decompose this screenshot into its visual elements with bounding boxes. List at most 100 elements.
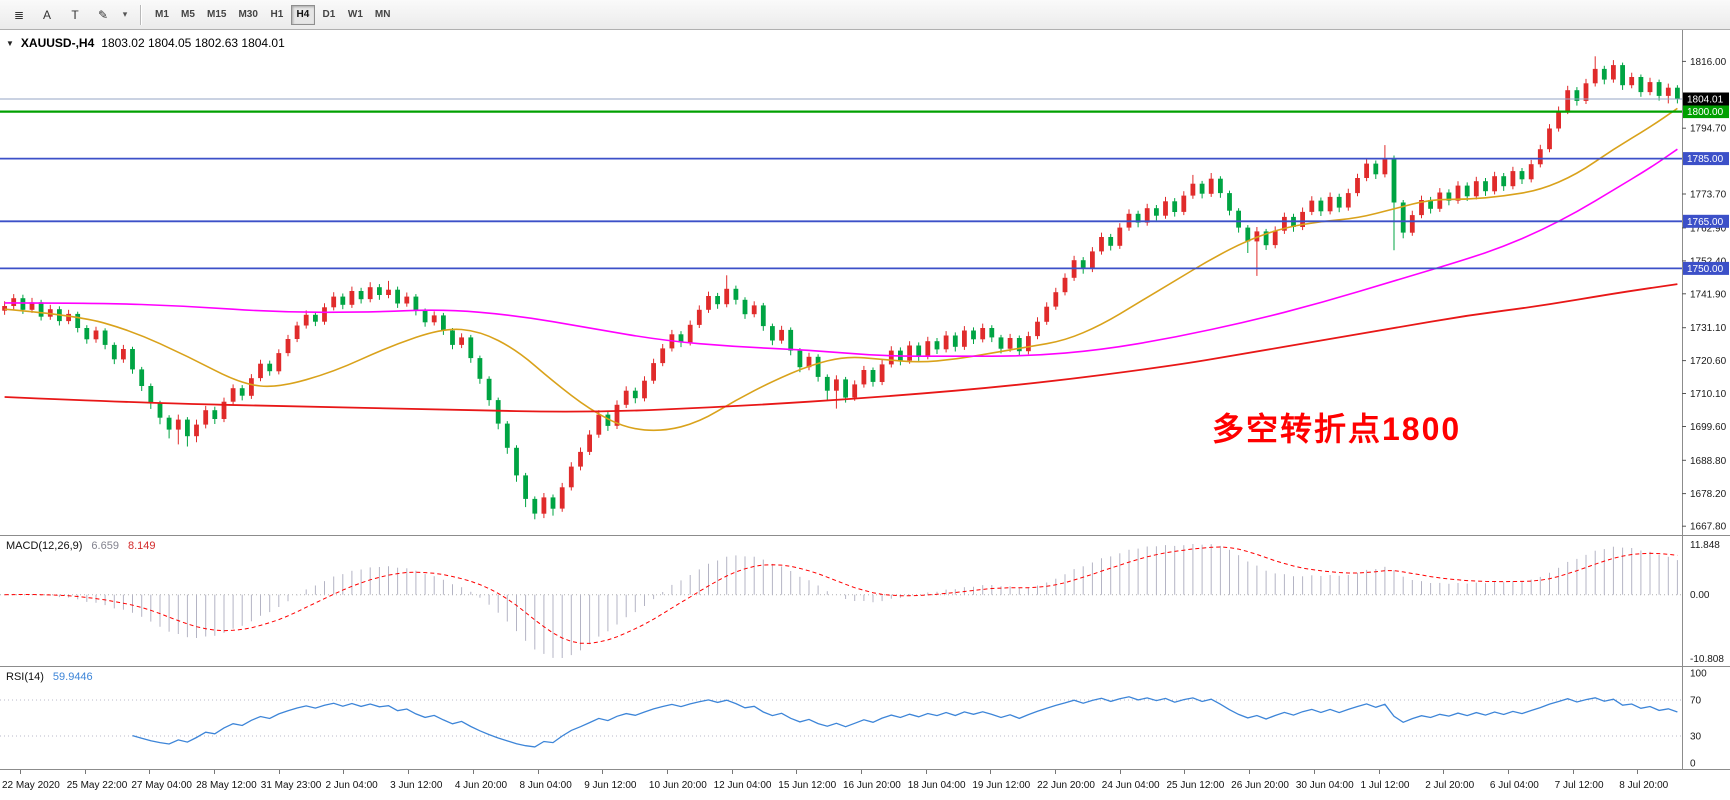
candle-down	[742, 299, 748, 315]
candle-down	[916, 345, 922, 357]
candle-up	[322, 307, 327, 322]
candle-up	[1117, 227, 1123, 246]
price-chart[interactable]: 1816.001794.701773.701762.901752.401741.…	[0, 30, 1730, 535]
candle-down	[1675, 87, 1680, 99]
candle-up	[623, 390, 629, 405]
ma-mid-line	[4, 148, 1678, 358]
timeframe-button-m1[interactable]: M1	[155, 9, 169, 20]
candle-down	[75, 313, 81, 328]
x-axis-tick	[408, 770, 410, 774]
macd-plot-area[interactable]	[0, 536, 1682, 666]
candle-down	[1318, 200, 1324, 212]
timeframe-button-m15[interactable]: M15	[207, 9, 227, 20]
x-axis-tick	[1055, 770, 1057, 774]
x-axis-label: 22 May 2020	[2, 780, 60, 791]
candle-down	[952, 335, 958, 347]
candle-up	[1026, 336, 1031, 352]
y-axis-label: 1816.00	[1690, 57, 1727, 68]
candle-up	[962, 330, 967, 347]
macd-panel[interactable]: 11.848 0.00 -10.808 MACD(12,26,9) 6.659 8.…	[0, 535, 1730, 666]
rsi-name: RSI(14)	[6, 671, 44, 683]
toolbar-icons: ≣ A T ✎ ▾	[5, 3, 133, 27]
x-axis-tick	[1637, 770, 1639, 774]
candle-up	[834, 379, 839, 391]
chart-header: ▼ XAUUSD-,H4 1803.02 1804.05 1802.63 180…	[6, 36, 285, 50]
chart-plot-area[interactable]	[0, 30, 1682, 535]
candle-down	[111, 344, 117, 360]
candle-down	[212, 410, 218, 419]
text-label-icon[interactable]: T	[71, 7, 79, 22]
candle-up	[1309, 200, 1315, 212]
candle-down	[870, 370, 876, 382]
ma-slow-line	[4, 283, 1678, 413]
x-axis-tick	[1378, 770, 1380, 774]
macd-chart[interactable]: 11.848 0.00 -10.808	[0, 536, 1730, 666]
candle-up	[276, 353, 282, 372]
symbol-title: XAUUSD-,H4	[20, 36, 95, 50]
timeframe-button-d1[interactable]: D1	[322, 9, 336, 20]
x-axis-label: 25 May 22:00	[66, 780, 128, 791]
text-a-icon[interactable]: A	[42, 7, 51, 22]
annotation-text[interactable]: 多空转折点1800	[1212, 411, 1462, 447]
candle-up	[1419, 200, 1424, 216]
candle-down	[1483, 181, 1488, 192]
x-axis-tick	[731, 770, 733, 774]
y-axis-label: 1720.60	[1690, 356, 1727, 367]
candle-up	[386, 289, 391, 295]
candle-up	[852, 384, 858, 398]
candle-up	[1510, 171, 1516, 187]
candle-down	[450, 330, 455, 345]
objects-list-icon[interactable]: ≣	[13, 7, 25, 22]
candle-up	[249, 378, 254, 396]
candle-down	[1227, 193, 1232, 211]
candle-down	[1428, 200, 1433, 209]
macd-scale-label: 0.00	[1690, 590, 1710, 601]
timeframe-button-h1[interactable]: H1	[270, 9, 284, 20]
main-chart-panel[interactable]: 1816.001794.701773.701762.901752.401741.…	[0, 30, 1730, 535]
candle-up	[367, 287, 373, 300]
candle-down	[504, 423, 510, 448]
timeframe-toolbar: M1 M5 M15 M30 H1 H4 D1 W1 MN	[149, 4, 396, 25]
candle-up	[943, 335, 949, 350]
x-axis-label: 8 Jun 04:00	[519, 780, 572, 791]
price-badge-bg	[1683, 152, 1729, 166]
symbol-dropdown-icon[interactable]: ▼	[6, 38, 14, 48]
rsi-panel[interactable]: 100 70 30 0 RSI(14) 59.9446	[0, 666, 1730, 769]
candle-down	[1016, 338, 1022, 352]
timeframe-button-h4[interactable]: H4	[290, 4, 315, 25]
timeframe-button-mn[interactable]: MN	[374, 9, 391, 20]
draw-shapes-icon[interactable]: ✎	[97, 7, 109, 22]
candle-down	[422, 311, 428, 323]
macd-label: MACD(12,26,9) 6.659 8.149	[6, 540, 155, 552]
candle-down	[971, 330, 976, 340]
candle-up	[175, 419, 181, 430]
x-axis-tick	[214, 770, 216, 774]
rsi-chart[interactable]: 100 70 30 0	[0, 667, 1730, 769]
candle-down	[770, 326, 775, 341]
candle-down	[239, 388, 245, 396]
candle-down	[313, 314, 318, 322]
price-badge-bg	[1683, 105, 1729, 119]
rsi-line	[132, 696, 1678, 748]
timeframe-button-m30[interactable]: M30	[238, 9, 258, 20]
x-axis-label: 7 Jul 12:00	[1554, 780, 1604, 791]
candle-down	[1336, 196, 1342, 208]
candle-down	[1218, 178, 1223, 194]
candle-down	[1574, 90, 1580, 101]
candle-up	[1528, 164, 1534, 180]
timeframe-button-m5[interactable]: M5	[181, 9, 195, 20]
candle-down	[267, 363, 273, 372]
candle-down	[1108, 237, 1114, 246]
rsi-plot-area[interactable]	[0, 667, 1682, 769]
x-axis-tick	[1119, 770, 1121, 774]
x-axis-label: 2 Jul 20:00	[1425, 780, 1475, 791]
candle-down	[157, 403, 163, 418]
candle-up	[404, 296, 410, 304]
candle-down	[523, 475, 528, 499]
timeframe-button-w1[interactable]: W1	[347, 9, 363, 20]
draw-shapes-dropdown-icon[interactable]: ▾	[122, 9, 128, 19]
price-badge-text: 1765.00	[1687, 217, 1724, 228]
macd-value-signal: 8.149	[127, 540, 156, 552]
candle-up	[1062, 277, 1068, 293]
candle-down	[678, 334, 684, 343]
